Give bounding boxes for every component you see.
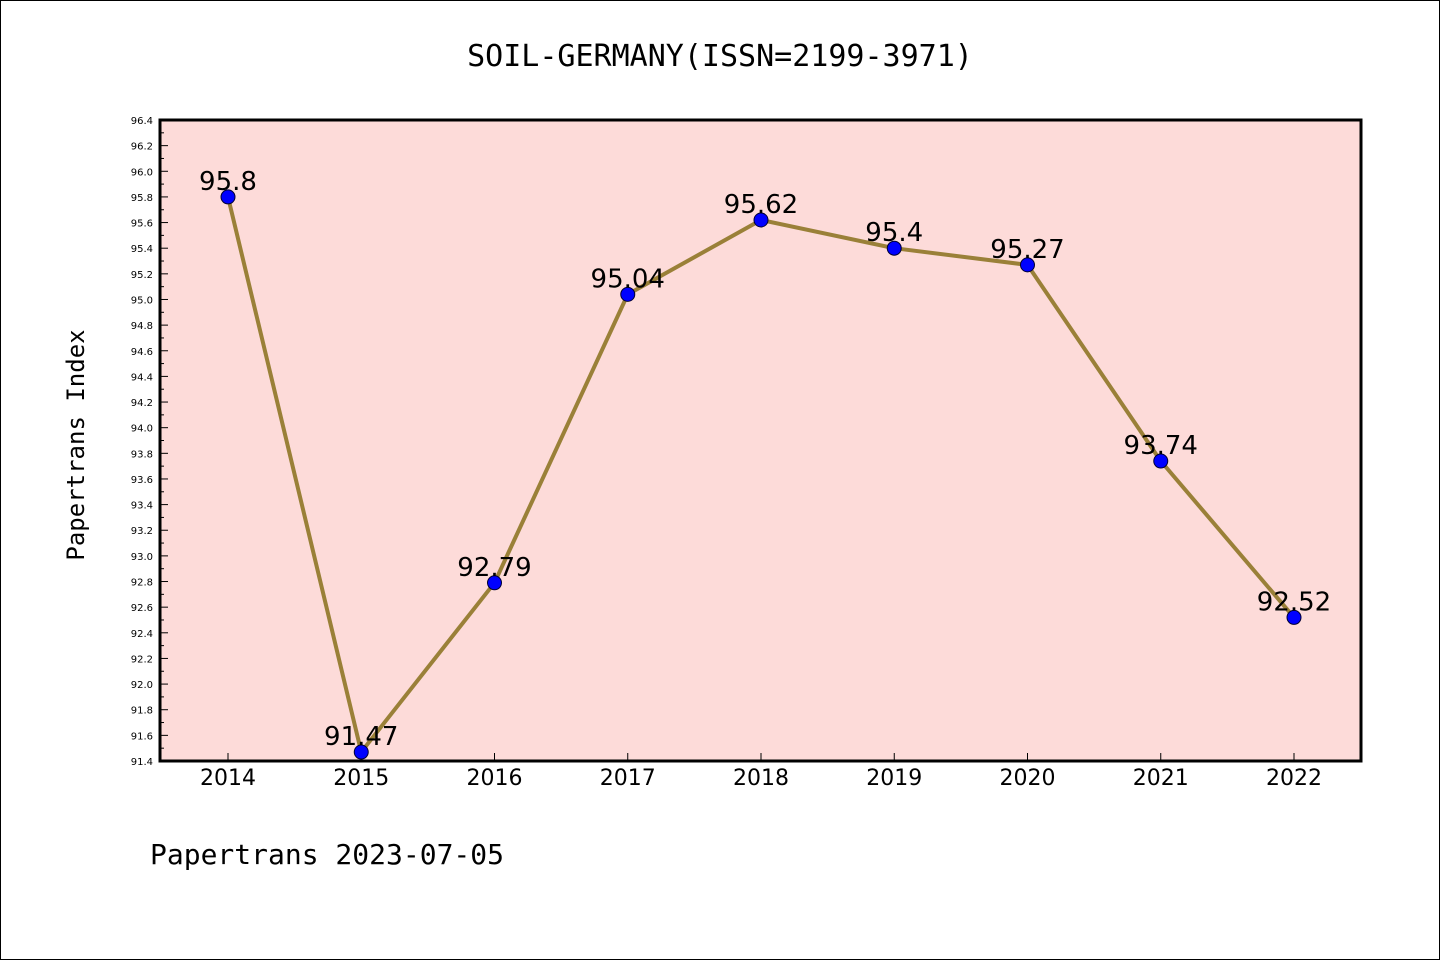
- data-point: [886, 240, 902, 256]
- data-label: 95.4: [865, 218, 923, 248]
- y-tick-label: 96.2: [131, 142, 153, 153]
- chart-title: SOIL-GERMANY(ISSN=2199-3971): [467, 39, 973, 74]
- x-tick-label: 2017: [600, 766, 656, 791]
- y-tick-label: 92.0: [131, 680, 153, 691]
- data-point: [1286, 609, 1302, 625]
- x-tick-label: 2022: [1266, 766, 1322, 791]
- data-label: 92.79: [457, 553, 531, 583]
- y-tick-label: 95.6: [131, 219, 153, 230]
- y-tick-label: 93.0: [131, 552, 153, 563]
- series-layer: 95.8 91.47 92.79 95.04 95.62 95.4 95.27 93.74 92…: [199, 167, 1331, 760]
- x-axis: 2014 2015 2016 2017 2018 2019 2020 2021 2022: [200, 753, 1322, 791]
- data-point: [487, 575, 502, 591]
- y-tick-label: 95.4: [131, 244, 153, 255]
- data-point: [220, 189, 236, 205]
- y-tick-label: 96.4: [131, 116, 153, 127]
- y-tick-label: 94.2: [131, 398, 153, 409]
- data-label: 95.8: [199, 167, 257, 197]
- y-tick-label: 92.8: [131, 578, 153, 589]
- data-label: 93.74: [1124, 431, 1198, 461]
- data-point: [1153, 453, 1169, 469]
- y-tick-label: 91.6: [131, 731, 153, 742]
- x-tick-label: 2016: [467, 766, 523, 791]
- data-point: [753, 212, 769, 228]
- footer-text: Papertrans 2023-07-05: [150, 838, 504, 871]
- data-point: [620, 286, 636, 302]
- y-tick-label: 95.8: [131, 193, 153, 204]
- y-tick-label: 95.2: [131, 270, 153, 281]
- x-tick-label: 2018: [733, 766, 789, 791]
- y-tick-label: 94.8: [131, 321, 153, 332]
- data-label: 92.52: [1257, 587, 1331, 617]
- plot-border: [158, 118, 1363, 763]
- y-tick-label: 92.4: [131, 629, 153, 640]
- data-point: [353, 744, 369, 760]
- y-axis: 91.4 91.6 91.8 92.0 92.2 92.4 92.6 92.8 93.0 93.2…: [131, 116, 168, 768]
- data-label: 91.47: [324, 722, 398, 752]
- y-tick-label: 93.2: [131, 526, 153, 537]
- y-tick-label: 94.0: [131, 424, 153, 435]
- x-tick-label: 2019: [866, 766, 922, 791]
- data-point: [1020, 257, 1035, 273]
- y-tick-label: 94.6: [131, 347, 153, 358]
- y-tick-label: 93.8: [131, 449, 153, 460]
- x-tick-label: 2014: [200, 766, 256, 791]
- y-tick-label: 91.8: [131, 706, 153, 717]
- y-tick-label: 91.4: [131, 757, 153, 768]
- y-tick-label: 92.6: [131, 603, 153, 614]
- y-tick-label: 94.4: [131, 372, 153, 383]
- y-tick-label: 92.2: [131, 654, 153, 665]
- y-tick-label: 93.4: [131, 501, 153, 512]
- data-label: 95.04: [591, 264, 665, 294]
- y-axis-label: Papertrans Index: [62, 329, 90, 560]
- x-tick-label: 2015: [333, 766, 389, 791]
- y-tick-label: 93.6: [131, 475, 153, 486]
- x-tick-label: 2020: [1000, 766, 1056, 791]
- data-label: 95.62: [724, 190, 798, 220]
- y-tick-label: 95.0: [131, 295, 153, 306]
- data-label: 95.27: [990, 235, 1064, 265]
- x-tick-label: 2021: [1133, 766, 1189, 791]
- y-tick-label: 96.0: [131, 167, 153, 178]
